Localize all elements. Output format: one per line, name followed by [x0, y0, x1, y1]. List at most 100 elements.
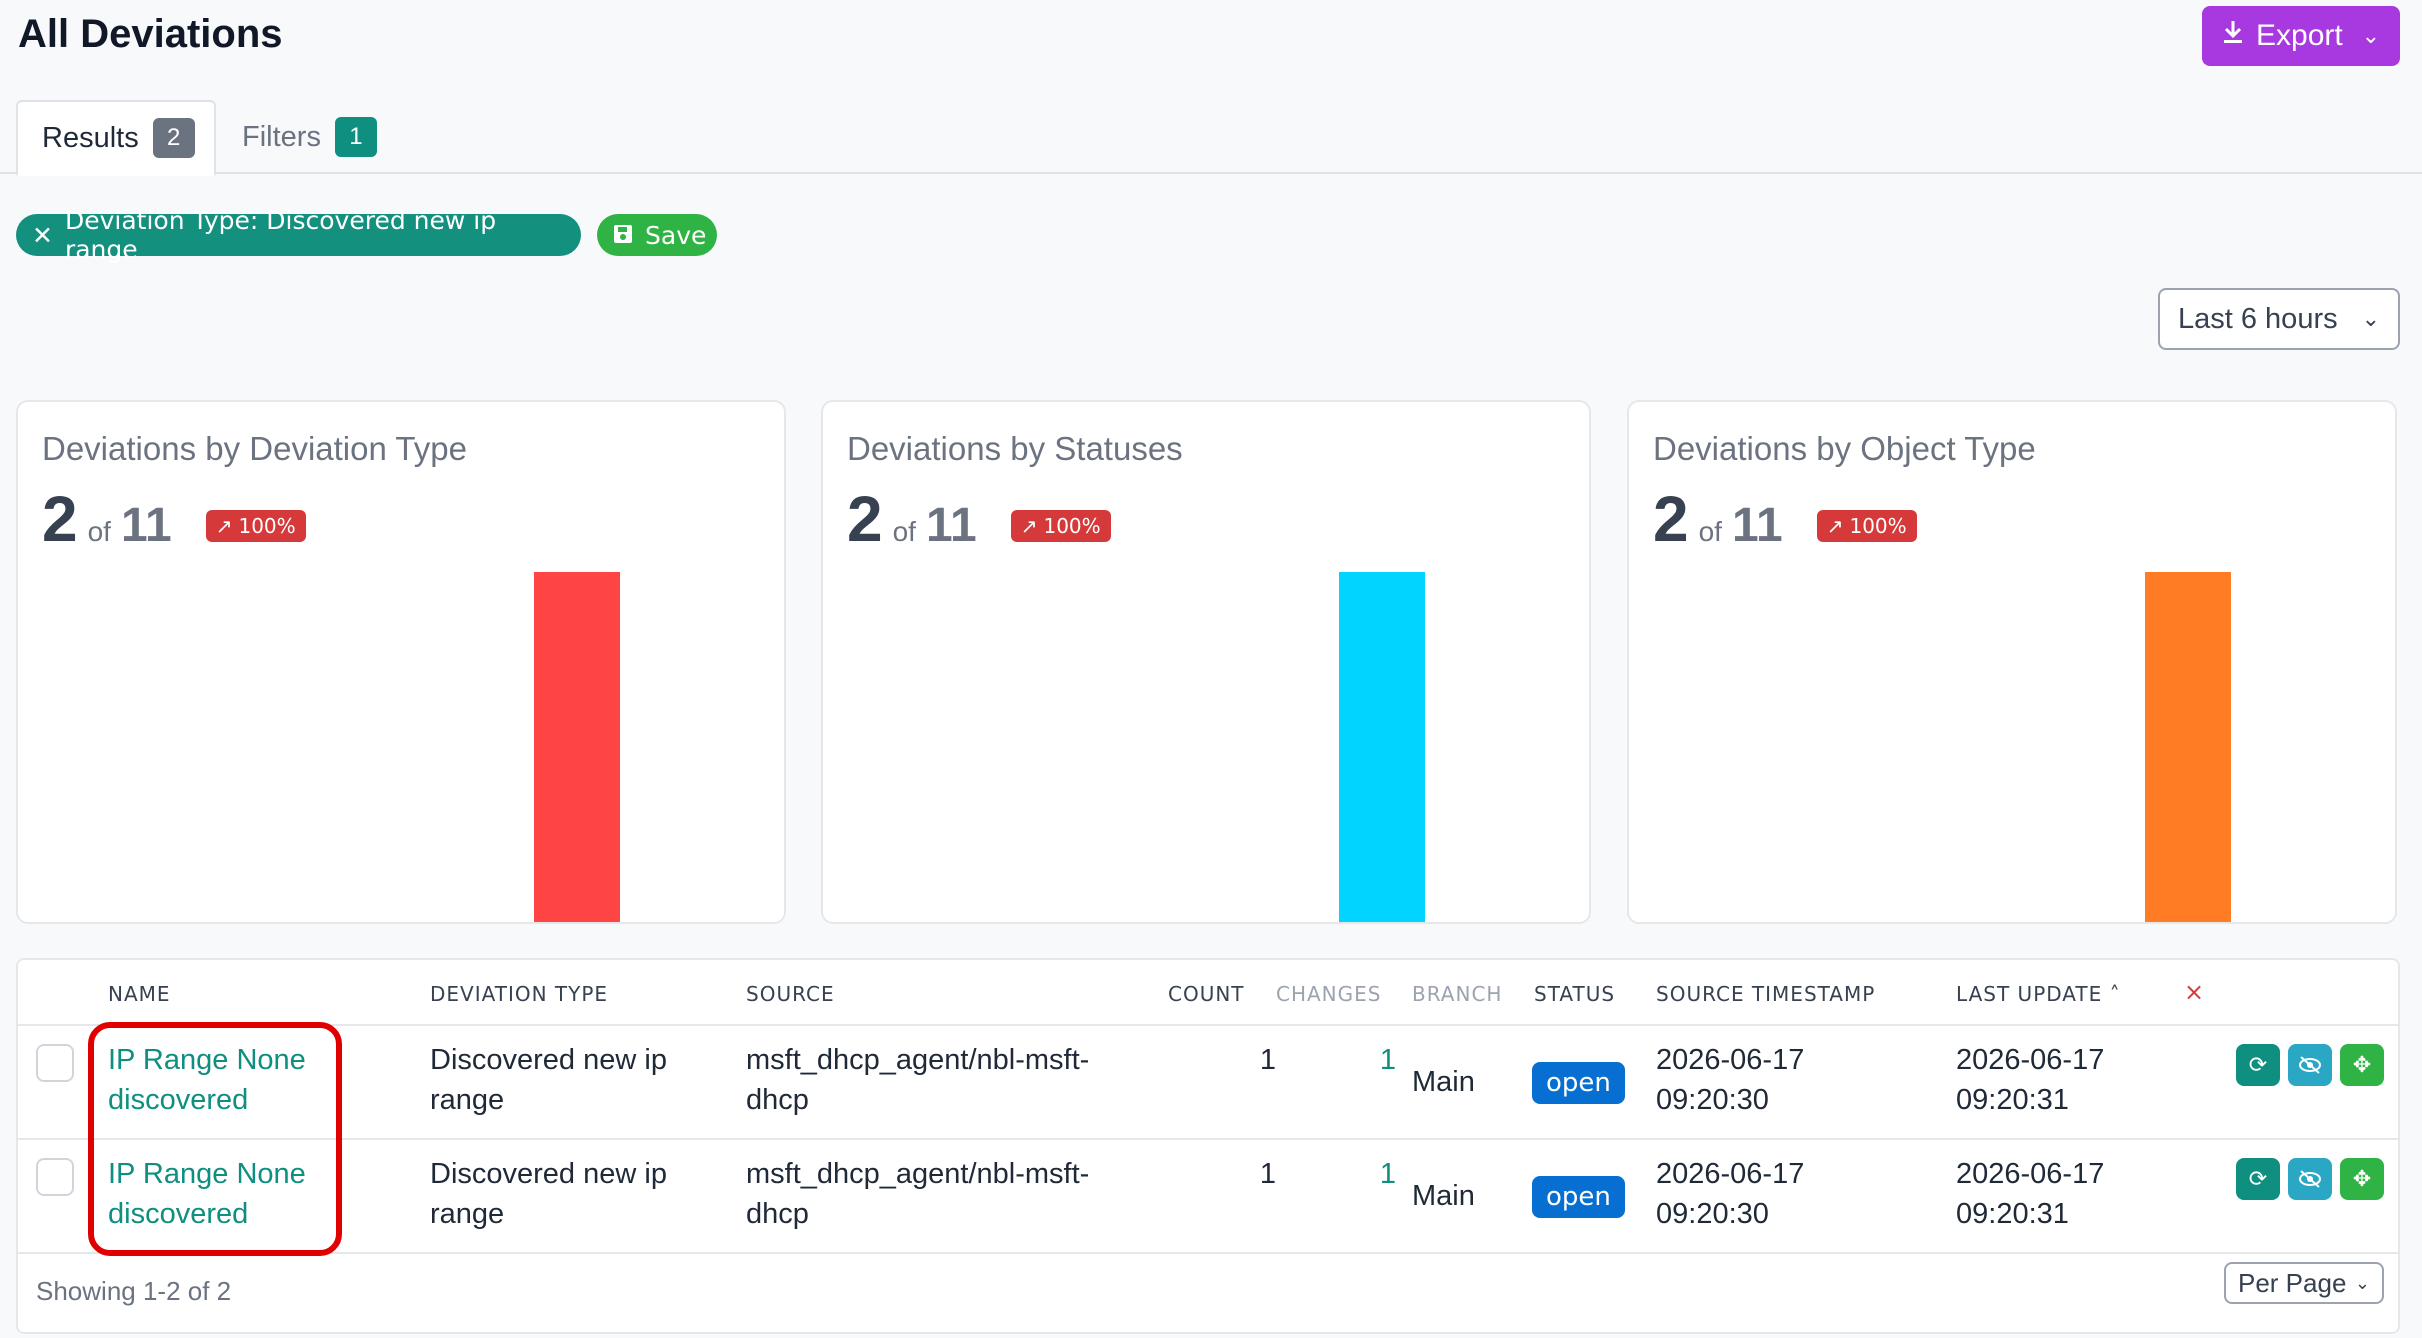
source-line-1: msft_dhcp_agent/nbl-msft- — [746, 1158, 1090, 1190]
branch-cell: Main — [1412, 1066, 1475, 1098]
save-label: Save — [645, 220, 707, 250]
column-changes[interactable]: CHANGES — [1276, 982, 1382, 1006]
card-title: Deviations by Deviation Type — [42, 430, 467, 467]
card-deviation-type: Deviations by Deviation Type 2 of 11 ↗ 10… — [16, 400, 786, 924]
stat-value: 2 — [847, 483, 883, 555]
per-page-label: Per Page — [2238, 1267, 2347, 1298]
eye-off-icon[interactable] — [2288, 1044, 2332, 1086]
trend-value: 100% — [1043, 514, 1101, 538]
last-update-label: LAST UPDATE — [1956, 982, 2103, 1006]
deviation-name-link[interactable]: IP Range None discovered — [108, 1040, 306, 1120]
source-date: 2026-06-17 — [1656, 1044, 1805, 1076]
source-timestamp-cell: 2026-06-17 09:20:30 — [1656, 1154, 1804, 1234]
chevron-down-icon: ⌄ — [2354, 1272, 2370, 1293]
filter-chips: ✕ Deviation Type: Discovered new ip rang… — [16, 206, 717, 264]
trend-value: 100% — [238, 514, 296, 538]
clear-sort-icon[interactable]: × — [2184, 978, 2206, 1006]
changes-link[interactable]: 1 — [1379, 1044, 1396, 1076]
column-last-update[interactable]: LAST UPDATE ˄ — [1956, 982, 2121, 1006]
column-branch[interactable]: BRANCH — [1412, 982, 1503, 1006]
column-source[interactable]: SOURCE — [746, 982, 835, 1006]
source-line-2: dhcp — [746, 1198, 809, 1230]
changes-link[interactable]: 1 — [1379, 1158, 1396, 1190]
pagination-summary: Showing 1-2 of 2 — [36, 1276, 232, 1306]
type-line-1: Discovered new ip — [430, 1044, 667, 1076]
column-count[interactable]: COUNT — [1168, 982, 1245, 1006]
stat-of: of — [892, 516, 916, 547]
save-filter-button[interactable]: Save — [597, 214, 717, 256]
download-icon — [2222, 19, 2244, 53]
time-range-select[interactable]: Last 6 hours ⌄ — [2158, 288, 2400, 350]
source-cell: msft_dhcp_agent/nbl-msft- dhcp — [746, 1154, 1089, 1234]
status-badge: open — [1532, 1062, 1625, 1104]
column-deviation-type[interactable]: DEVIATION TYPE — [430, 982, 609, 1006]
export-label: Export — [2256, 19, 2343, 52]
stat-of: of — [1698, 516, 1722, 547]
deviation-name-link[interactable]: IP Range None discovered — [108, 1154, 306, 1234]
status-badge: open — [1532, 1176, 1625, 1218]
refresh-icon[interactable]: ⟳ — [2236, 1158, 2280, 1200]
chart-bar — [2145, 572, 2231, 922]
export-button[interactable]: Export ⌄ — [2202, 6, 2400, 66]
column-name[interactable]: NAME — [108, 982, 171, 1006]
row-checkbox[interactable] — [36, 1158, 74, 1196]
deviation-type-cell: Discovered new ip range — [430, 1040, 667, 1120]
source-line-2: dhcp — [746, 1084, 809, 1116]
trend-up-arrow-icon: ↗ — [1826, 514, 1844, 538]
tab-results[interactable]: Results 2 — [16, 100, 216, 176]
trend-up-arrow-icon: ↗ — [215, 514, 233, 538]
trend-value: 100% — [1849, 514, 1907, 538]
card-stat: 2 of 11 ↗ 100% — [1653, 482, 1917, 556]
active-filter-label: Deviation Type: Discovered new ip range — [64, 206, 497, 264]
card-statuses: Deviations by Statuses 2 of 11 ↗ 100% — [821, 400, 1591, 924]
column-status[interactable]: STATUS — [1534, 982, 1616, 1006]
stat-value: 2 — [1653, 483, 1689, 555]
page-title: All Deviations — [18, 12, 283, 56]
update-date: 2026-06-17 — [1956, 1158, 2105, 1190]
card-stat: 2 of 11 ↗ 100% — [847, 482, 1111, 556]
table-row: IP Range None discovered Discovered new … — [18, 1140, 2398, 1254]
tab-filters[interactable]: Filters 1 — [218, 100, 401, 174]
results-count-badge: 2 — [152, 118, 195, 158]
time-range-value: Last 6 hours — [2178, 302, 2338, 335]
row-checkbox[interactable] — [36, 1044, 74, 1082]
count-cell: 1 — [1259, 1044, 1276, 1076]
source-cell: msft_dhcp_agent/nbl-msft- dhcp — [746, 1040, 1089, 1120]
stat-total: 11 — [120, 499, 172, 552]
trend-badge: ↗ 100% — [205, 510, 306, 542]
trend-badge: ↗ 100% — [1816, 510, 1917, 542]
stat-value: 2 — [42, 483, 78, 555]
move-icon[interactable]: ✥ — [2340, 1158, 2384, 1200]
type-line-2: range — [430, 1084, 505, 1116]
chart-bar — [1339, 572, 1425, 922]
source-timestamp-cell: 2026-06-17 09:20:30 — [1656, 1040, 1804, 1120]
chart-deviation-type — [534, 572, 620, 922]
branch-cell: Main — [1412, 1180, 1475, 1212]
update-time: 09:20:31 — [1956, 1084, 2069, 1116]
update-date: 2026-06-17 — [1956, 1044, 2105, 1076]
name-line-1: IP Range None — [108, 1044, 306, 1076]
table-row: IP Range None discovered Discovered new … — [18, 1026, 2398, 1140]
stat-total: 11 — [925, 499, 977, 552]
move-icon[interactable]: ✥ — [2340, 1044, 2384, 1086]
chart-object-type — [2145, 572, 2231, 922]
refresh-icon[interactable]: ⟳ — [2236, 1044, 2280, 1086]
card-title: Deviations by Object Type — [1653, 430, 2036, 467]
type-line-1: Discovered new ip — [430, 1158, 667, 1190]
close-icon[interactable]: ✕ — [32, 220, 53, 250]
deviations-table: NAME DEVIATION TYPE SOURCE COUNT CHANGES… — [16, 958, 2400, 1334]
source-date: 2026-06-17 — [1656, 1158, 1805, 1190]
per-page-select[interactable]: Per Page ⌄ — [2224, 1262, 2384, 1304]
name-line-2: discovered — [108, 1084, 249, 1116]
chevron-down-icon[interactable]: ⌄ — [2361, 23, 2380, 48]
source-time: 09:20:30 — [1656, 1084, 1769, 1116]
card-stat: 2 of 11 ↗ 100% — [42, 482, 306, 556]
stat-of: of — [87, 516, 111, 547]
table-header: NAME DEVIATION TYPE SOURCE COUNT CHANGES… — [18, 960, 2398, 1026]
active-filter-chip[interactable]: ✕ Deviation Type: Discovered new ip rang… — [16, 206, 581, 264]
last-update-cell: 2026-06-17 09:20:31 — [1956, 1040, 2104, 1120]
trend-badge: ↗ 100% — [1010, 510, 1111, 542]
tab-bar: Results 2 Filters 1 — [0, 100, 2422, 176]
column-source-timestamp[interactable]: SOURCE TIMESTAMP — [1656, 982, 1876, 1006]
eye-off-icon[interactable] — [2288, 1158, 2332, 1200]
